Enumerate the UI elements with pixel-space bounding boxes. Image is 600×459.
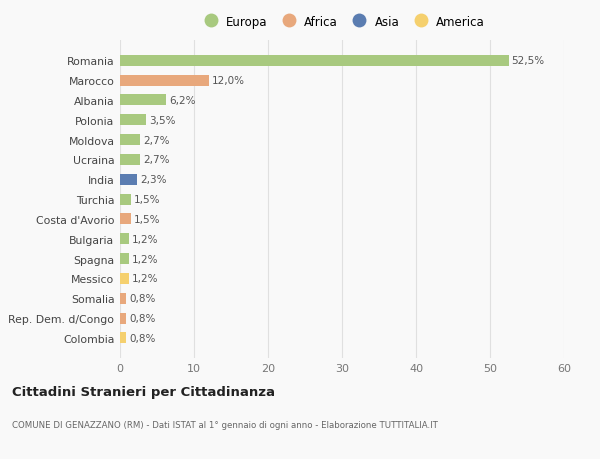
Bar	[120, 293, 126, 304]
Bar	[120, 253, 129, 264]
Text: 12,0%: 12,0%	[212, 76, 245, 86]
Text: 1,2%: 1,2%	[132, 254, 158, 264]
Text: 1,2%: 1,2%	[132, 234, 158, 244]
Text: 52,5%: 52,5%	[511, 56, 545, 66]
Text: Cittadini Stranieri per Cittadinanza: Cittadini Stranieri per Cittadinanza	[12, 386, 275, 398]
Text: 0,8%: 0,8%	[129, 333, 155, 343]
Text: 1,5%: 1,5%	[134, 195, 161, 205]
Legend: Europa, Africa, Asia, America: Europa, Africa, Asia, America	[199, 16, 485, 28]
Bar	[120, 75, 209, 86]
Text: 6,2%: 6,2%	[169, 96, 196, 106]
Text: 2,7%: 2,7%	[143, 135, 169, 146]
Bar	[120, 274, 129, 284]
Text: 2,3%: 2,3%	[140, 175, 166, 185]
Bar	[120, 214, 131, 225]
Bar	[120, 95, 166, 106]
Text: 1,2%: 1,2%	[132, 274, 158, 284]
Text: 0,8%: 0,8%	[129, 294, 155, 303]
Bar	[120, 234, 129, 245]
Text: 3,5%: 3,5%	[149, 116, 175, 125]
Bar	[120, 135, 140, 146]
Text: 1,5%: 1,5%	[134, 214, 161, 224]
Text: 0,8%: 0,8%	[129, 313, 155, 324]
Bar	[120, 333, 126, 344]
Bar	[120, 174, 137, 185]
Text: 2,7%: 2,7%	[143, 155, 169, 165]
Bar	[120, 194, 131, 205]
Bar	[120, 115, 146, 126]
Text: COMUNE DI GENAZZANO (RM) - Dati ISTAT al 1° gennaio di ogni anno - Elaborazione : COMUNE DI GENAZZANO (RM) - Dati ISTAT al…	[12, 420, 438, 429]
Bar	[120, 155, 140, 166]
Bar	[120, 56, 509, 67]
Bar	[120, 313, 126, 324]
